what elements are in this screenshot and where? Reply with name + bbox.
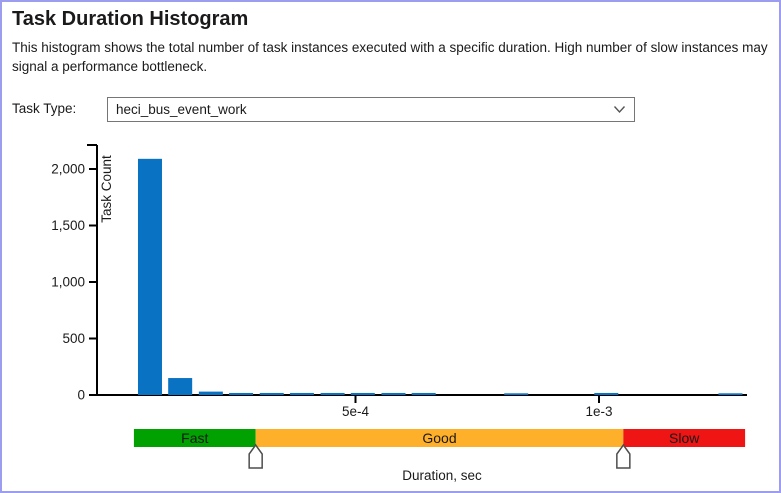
histogram-bar xyxy=(320,392,345,395)
histogram-bar xyxy=(259,392,284,395)
y-tick-label: 500 xyxy=(62,331,85,346)
x-axis-title: Duration, sec xyxy=(402,468,482,483)
slider-segment-slow[interactable] xyxy=(623,429,746,447)
task-type-label: Task Type: xyxy=(12,101,77,116)
histogram-bar xyxy=(381,392,406,395)
histogram-bar xyxy=(504,393,529,395)
histogram-bar xyxy=(289,392,314,395)
slider-handle[interactable] xyxy=(616,443,631,469)
histogram-bar xyxy=(350,392,375,395)
x-tick-label: 5e-4 xyxy=(342,404,370,419)
slider-handle[interactable] xyxy=(248,443,263,469)
y-tick-label: 0 xyxy=(77,388,85,403)
y-axis: 0 500 1,000 1,500 2,000 Task Count xyxy=(51,144,114,403)
histogram-bar xyxy=(594,392,619,395)
page-title: Task Duration Histogram xyxy=(12,8,249,30)
threshold-slider: Fast Good Slow xyxy=(133,429,746,469)
histogram-bar xyxy=(718,393,743,395)
histogram-bar xyxy=(198,391,223,395)
page-description: This histogram shows the total number of… xyxy=(12,40,768,74)
histogram-bar xyxy=(229,392,254,395)
histogram-bar xyxy=(168,378,193,395)
x-tick-label: 1e-3 xyxy=(585,404,612,419)
y-tick-label: 1,500 xyxy=(51,218,85,233)
task-type-select[interactable]: heci_bus_event_work xyxy=(107,97,635,122)
y-axis-title: Task Count xyxy=(99,155,114,223)
x-axis: 5e-4 1e-3 xyxy=(95,394,747,419)
histogram-bars xyxy=(137,158,743,395)
slider-segment-fast[interactable] xyxy=(133,429,256,447)
y-tick-label: 2,000 xyxy=(51,162,85,177)
y-tick-label: 1,000 xyxy=(51,275,85,290)
chevron-down-icon xyxy=(613,105,626,114)
histogram-bar xyxy=(137,158,162,395)
task-type-selected-value: heci_bus_event_work xyxy=(116,102,247,117)
histogram-bar xyxy=(411,392,436,395)
slider-segment-good[interactable] xyxy=(255,429,624,447)
